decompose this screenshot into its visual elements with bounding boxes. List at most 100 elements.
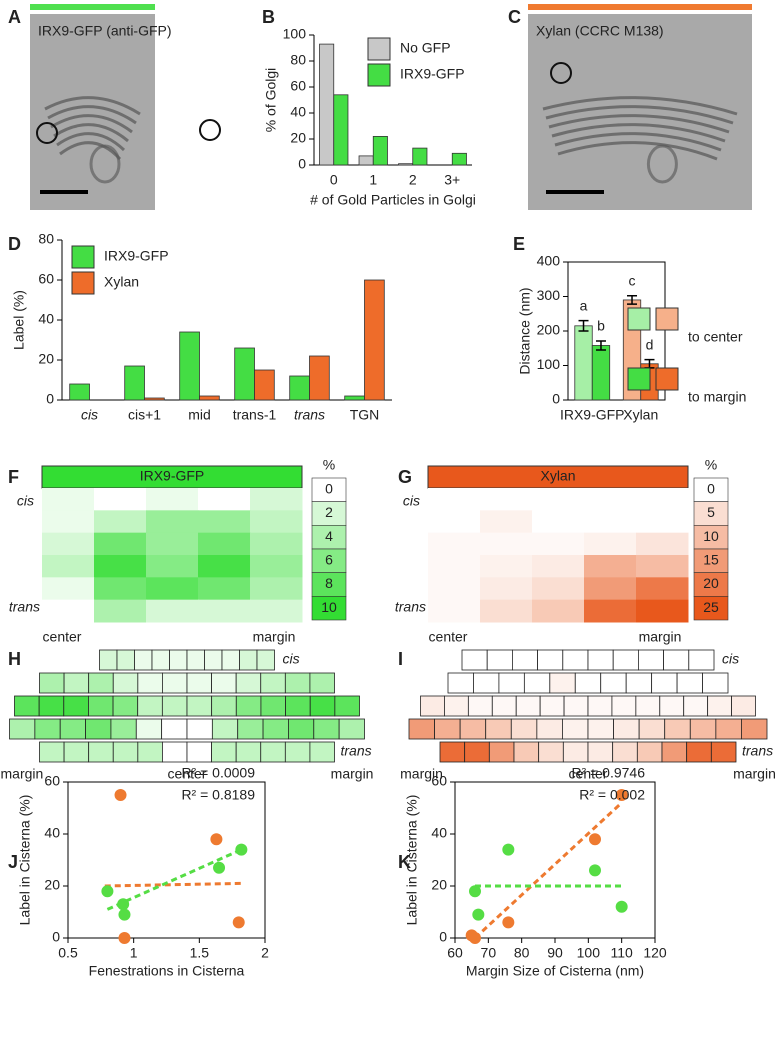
r-squared: R² = 0.8189	[181, 787, 255, 803]
cisterna-cell	[288, 718, 315, 740]
colorbar-cell	[311, 596, 347, 621]
cisterna-cell	[211, 718, 239, 740]
y-tick-label: 100	[283, 26, 307, 42]
x-tick-label: 70	[481, 945, 497, 961]
position-label: margin	[1, 766, 44, 782]
cisterna-cell	[464, 741, 490, 763]
cisterna-cell	[661, 741, 688, 763]
cisterna-cell	[110, 718, 137, 740]
x-tick-label: 80	[514, 945, 530, 961]
column-label: margin	[639, 629, 682, 645]
cisterna-cell	[408, 718, 435, 740]
cisterna-cell	[663, 649, 690, 671]
data-point	[118, 908, 131, 921]
heatmap-cell	[94, 599, 147, 623]
micrograph	[528, 14, 752, 210]
bar	[199, 395, 220, 401]
cisterna-cell	[651, 672, 678, 694]
vesicle	[646, 144, 678, 184]
data-point	[235, 843, 248, 856]
bar	[234, 347, 255, 401]
panel-letter: F	[8, 467, 19, 487]
heatmap-cell	[94, 532, 147, 556]
heatmap-cell	[428, 510, 481, 534]
significance-letter: c	[629, 273, 636, 289]
cisterna-cell	[491, 695, 517, 717]
bar	[124, 365, 145, 401]
legend-label: No GFP	[400, 40, 451, 56]
membrane	[551, 123, 726, 143]
cisterna-cell	[309, 695, 336, 717]
cisterna-cell	[186, 695, 213, 717]
legend-swatch	[627, 367, 651, 391]
cisterna-cell	[612, 649, 639, 671]
cisterna-cell	[536, 718, 563, 740]
cisterna-cell	[309, 672, 335, 694]
y-tick-label: 60	[38, 271, 54, 287]
heatmap-cell	[198, 488, 251, 511]
cisterna-cell	[186, 672, 212, 694]
bar	[591, 345, 611, 401]
gold-marker	[199, 119, 221, 141]
significance-letter: b	[597, 318, 605, 334]
error-bar	[595, 340, 606, 351]
cisterna-cell	[498, 672, 525, 694]
cisterna-cell	[59, 718, 86, 740]
cisterna-cell	[137, 741, 163, 763]
cisterna-cell	[235, 672, 262, 694]
cisterna-cell	[659, 695, 685, 717]
heatmap-cell	[250, 532, 303, 556]
cisterna-cell	[309, 741, 335, 763]
colorbar-cell	[693, 596, 729, 621]
heatmap-cell	[636, 488, 689, 511]
heatmap-cell	[198, 555, 251, 578]
cisterna-cell	[134, 649, 153, 671]
gold-marker	[550, 62, 572, 84]
x-tick-label: 90	[547, 945, 563, 961]
legend-swatch	[71, 245, 95, 269]
cisterna-cell	[510, 718, 538, 740]
panel-letter: C	[508, 7, 521, 27]
bar	[254, 369, 275, 401]
cisterna-cell	[112, 695, 139, 717]
heatmap-cell	[250, 599, 303, 623]
cisterna-cell	[169, 649, 188, 671]
trend-line	[104, 881, 242, 888]
bar	[144, 397, 165, 401]
x-tick-label: 100	[577, 945, 601, 961]
heatmap-cell	[584, 555, 637, 578]
cisterna-cell	[211, 672, 237, 694]
colorbar-tick-label: 5	[707, 504, 715, 520]
heatmap-cell	[198, 577, 251, 601]
heatmap-cell	[94, 488, 147, 511]
y-tick-label: 0	[439, 929, 447, 945]
heatmap-cell	[250, 555, 303, 578]
cisterna-cell	[636, 741, 663, 763]
x-tick-label: trans-1	[233, 407, 277, 423]
panel-letter: J	[8, 852, 18, 872]
colorbar-label: %	[705, 457, 717, 473]
y-tick-label: 80	[290, 52, 306, 68]
cisterna-cell	[731, 695, 756, 717]
y-tick-label: 60	[290, 78, 306, 94]
error-bar	[578, 319, 589, 332]
cisterna-cell	[34, 718, 61, 740]
cisterna-cell	[235, 695, 262, 717]
bar	[319, 43, 335, 166]
y-tick-label: 20	[44, 877, 60, 893]
heatmap-cell	[480, 510, 533, 534]
heatmap-cell	[584, 577, 637, 601]
trans-label: trans	[341, 743, 372, 759]
y-axis-label: Label in Cisterna (%)	[17, 795, 33, 926]
heatmap-cell	[480, 599, 533, 623]
bar	[179, 331, 200, 401]
data-point	[615, 900, 628, 913]
data-point	[210, 833, 223, 846]
y-tick-label: 0	[298, 156, 306, 172]
bar	[309, 355, 330, 401]
cisterna-cell	[638, 649, 665, 671]
color-bar	[528, 4, 752, 10]
cisterna-cell	[688, 649, 715, 671]
position-label: center	[569, 766, 608, 782]
heatmap-cell	[146, 532, 199, 556]
